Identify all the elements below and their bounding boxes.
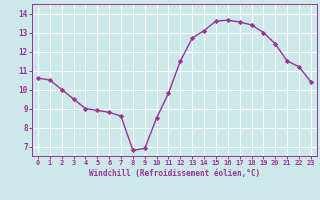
X-axis label: Windchill (Refroidissement éolien,°C): Windchill (Refroidissement éolien,°C): [89, 169, 260, 178]
